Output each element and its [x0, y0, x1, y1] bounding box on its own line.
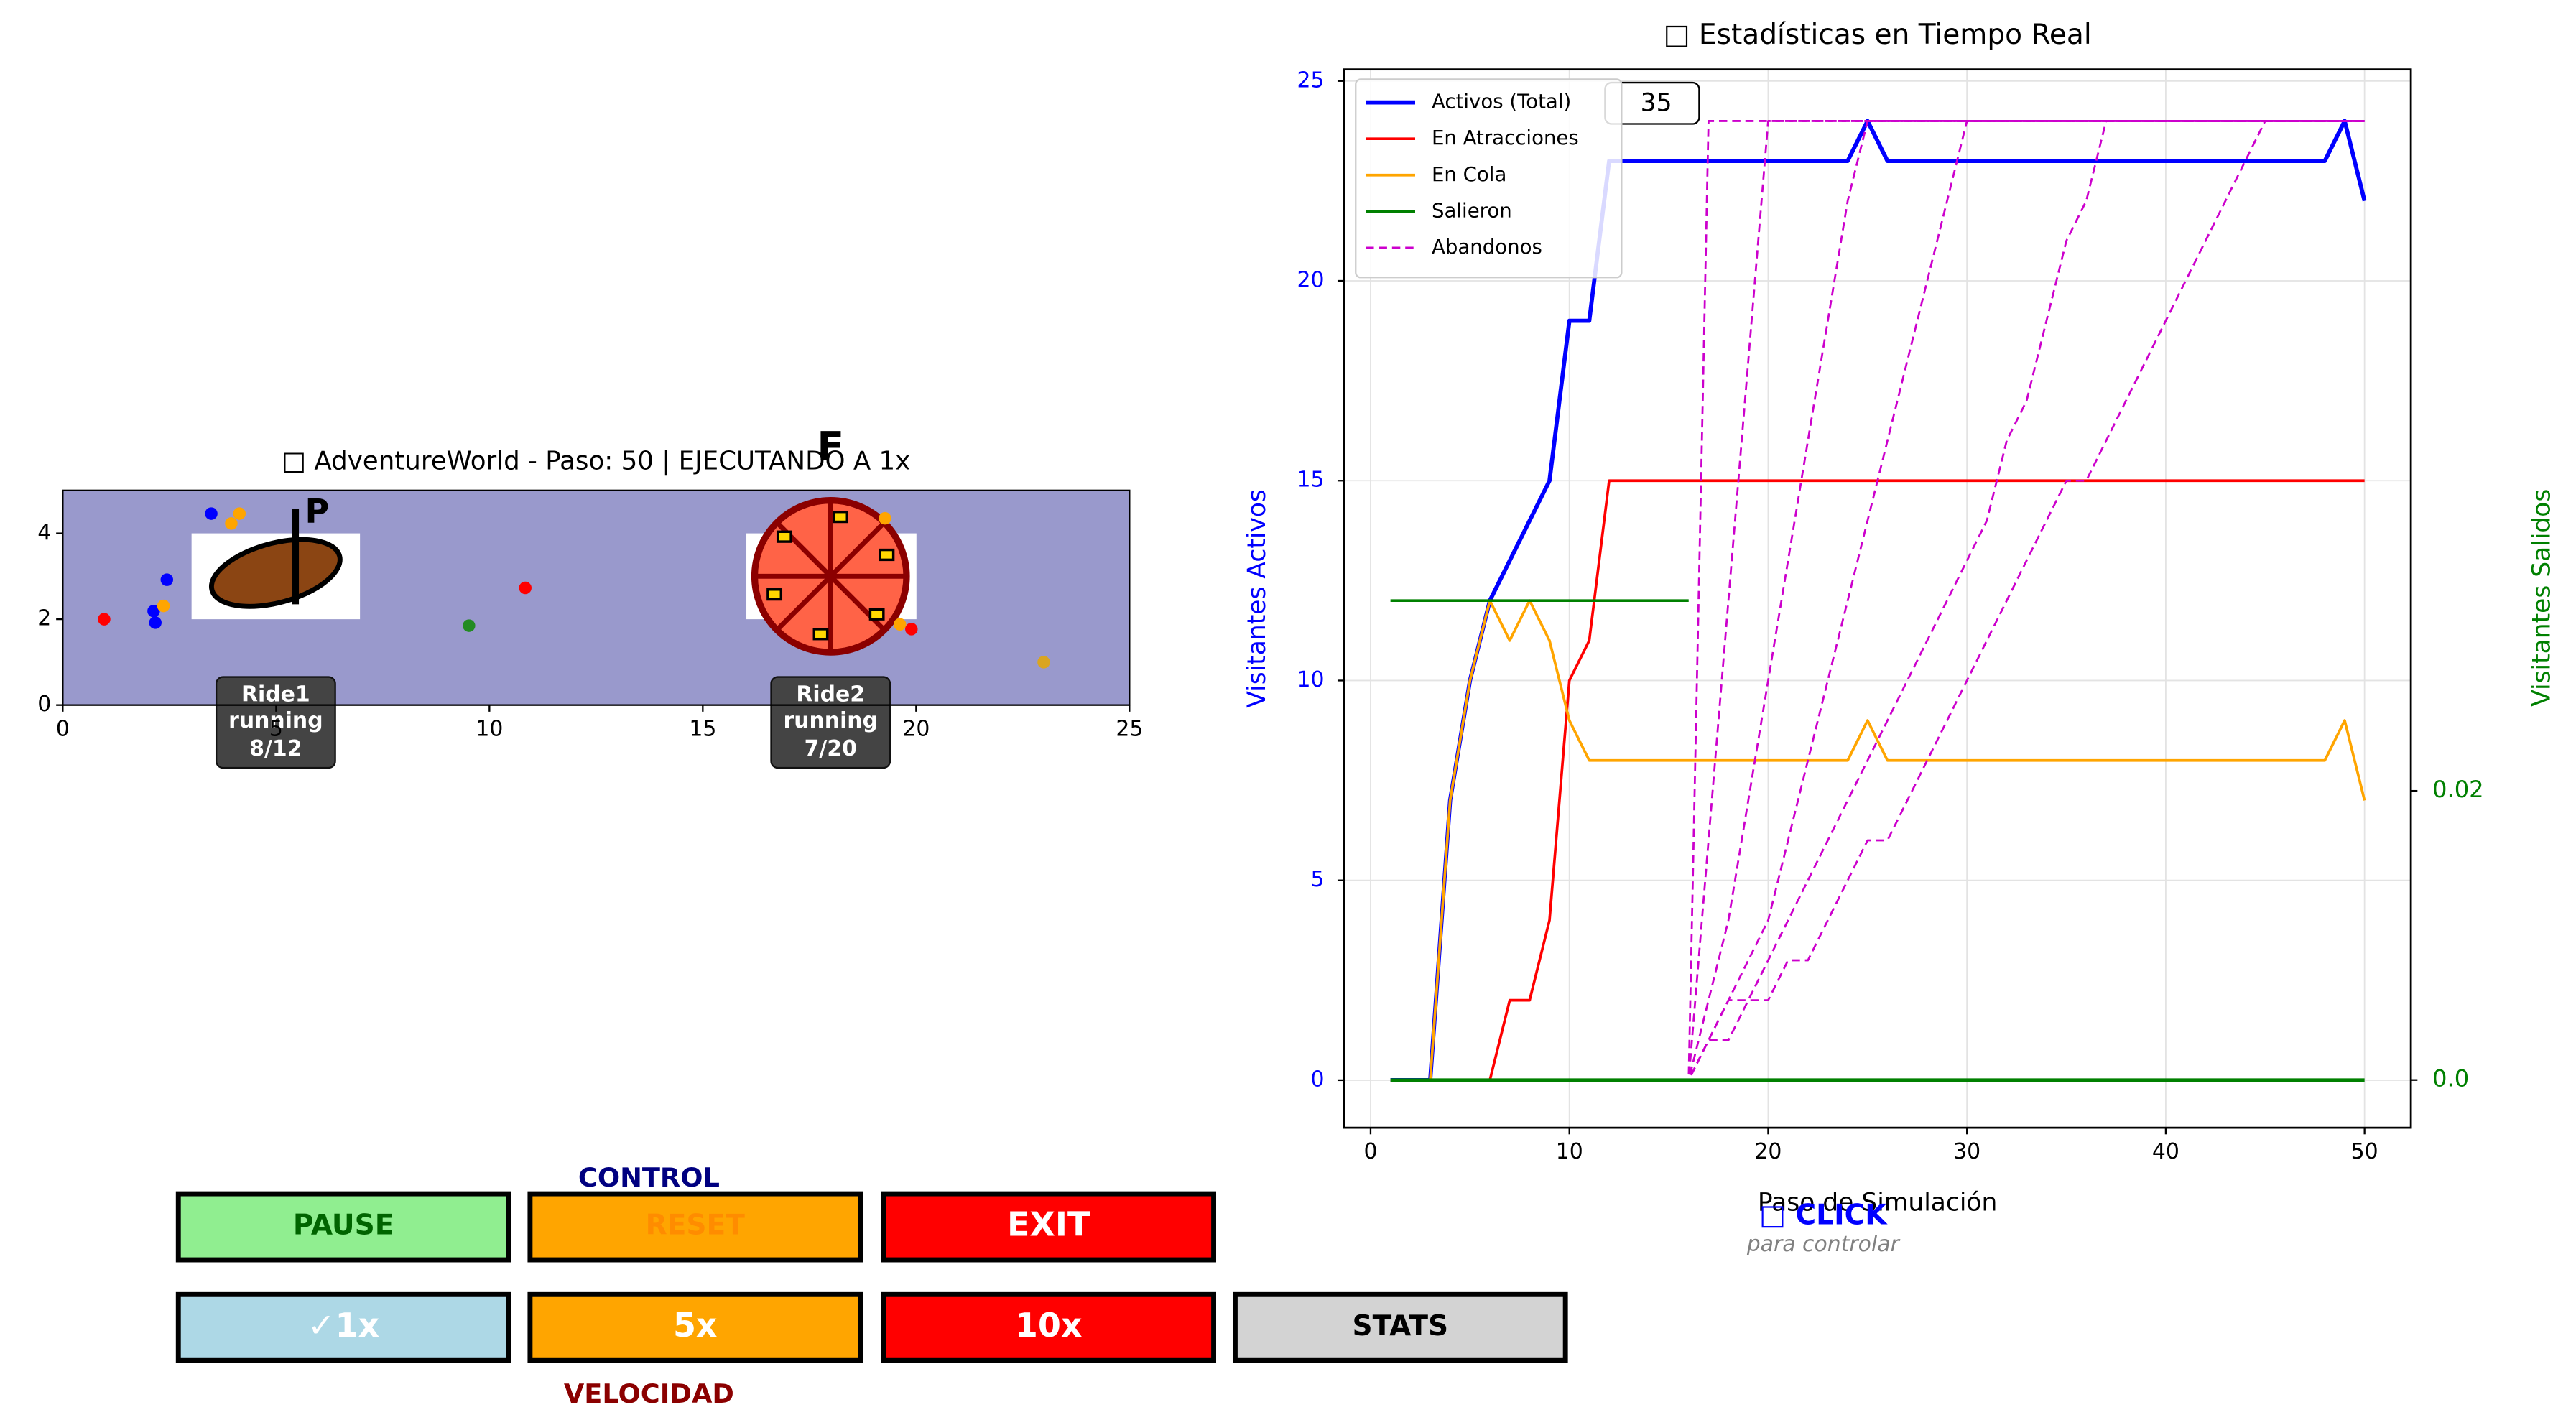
x-tick-label: 0 [1363, 1139, 1377, 1164]
button-label[interactable]: 10x [1015, 1306, 1083, 1345]
ride-status: running [228, 708, 323, 733]
ride-marker: P [305, 492, 330, 531]
visitor [894, 618, 907, 631]
visitor [147, 605, 160, 618]
visitor [205, 507, 218, 520]
button-10x[interactable] [881, 1291, 1217, 1363]
visitor [149, 616, 162, 629]
x-axis-label: Paso de Simulación [1758, 1188, 1997, 1217]
annotation: 35 [1641, 88, 1672, 117]
visitor [225, 517, 238, 530]
button[interactable]: 5x [527, 1291, 863, 1363]
visitor [905, 623, 918, 636]
x-tick-label: 50 [2351, 1139, 2378, 1164]
x-tick-label: 15 [689, 717, 716, 742]
button-label[interactable]: PAUSE [293, 1210, 394, 1242]
button-pause[interactable] [175, 1191, 511, 1263]
x-tick-label: 40 [2152, 1139, 2179, 1164]
map-title: □ AdventureWorld - Paso: 50 | EJECUTANDO… [282, 447, 910, 476]
ride-name: Ride1 [241, 682, 310, 707]
y-tick-label: 15 [1297, 468, 1325, 493]
button[interactable]: PAUSE [175, 1191, 511, 1263]
visitor [879, 511, 891, 525]
stats-title: □ Estadísticas en Tiempo Real [1664, 19, 2092, 51]
y-tick-label: 0 [1311, 1067, 1325, 1092]
button-label[interactable]: RESET [646, 1210, 746, 1242]
button[interactable]: RESET [527, 1191, 863, 1263]
button[interactable]: 10x [881, 1291, 1217, 1363]
x-tick-label: 25 [1116, 717, 1143, 742]
visitor [157, 599, 170, 613]
ride-load: 8/12 [249, 736, 302, 761]
legend-label: Abandonos [1432, 235, 1542, 259]
ride-marker: F [817, 424, 844, 470]
button[interactable]: EXIT [881, 1191, 1217, 1263]
y-tick-label: 2 [37, 606, 51, 631]
ride-label-box [770, 676, 891, 769]
x-tick-label: 0 [56, 717, 70, 742]
x-tick-label: 10 [476, 717, 503, 742]
x-tick-label: 10 [1556, 1139, 1583, 1164]
x-tick-label: 30 [1953, 1139, 1980, 1164]
visitor [1037, 656, 1050, 669]
x-tick-label: 20 [902, 717, 930, 742]
legend: Activos (Total) En Atracciones En Cola Sali… [1355, 78, 1623, 279]
rides: P F Ride1 running 8/12 Ride2 running 7/2… [191, 424, 917, 769]
controls-title: CONTROL [578, 1162, 720, 1193]
series-line [1390, 119, 2367, 1082]
legend-box [1355, 78, 1623, 279]
button-5x[interactable] [527, 1291, 863, 1363]
button-label[interactable]: ✓1x [307, 1306, 379, 1345]
button-reset[interactable] [527, 1191, 863, 1263]
y-tick-label: 20 [1297, 268, 1325, 293]
legend-label: En Atracciones [1432, 126, 1579, 149]
x-tick-label: 20 [1754, 1139, 1782, 1164]
map-frame [62, 489, 1131, 706]
y-tick-label: 5 [1311, 867, 1325, 892]
y-tick-label: 4 [37, 520, 51, 545]
ride-boat [208, 537, 343, 609]
button-1x[interactable] [175, 1291, 511, 1363]
button-label[interactable]: STATS [1352, 1310, 1448, 1342]
legend-label: En Cola [1432, 162, 1506, 186]
hint-subtitle: para controlar [1746, 1232, 1901, 1257]
legend-label: Activos (Total) [1432, 90, 1571, 113]
wheel-spokes [754, 500, 907, 653]
legend-label: Salieron [1432, 198, 1512, 222]
wheel-cabins [766, 510, 895, 641]
y2-tick-label: 0.0 [2432, 1065, 2469, 1092]
button-label[interactable]: EXIT [1007, 1205, 1090, 1244]
hint-title: □ CLICK [1759, 1199, 1888, 1232]
visitor [519, 581, 532, 595]
plot-frame [1343, 68, 2412, 1129]
y2-axis-label: Visitantes Salidos [2528, 489, 2557, 707]
speed-title: VELOCIDAD [564, 1378, 734, 1409]
series-line [1390, 599, 2366, 1082]
ride-name: Ride2 [796, 682, 865, 707]
button-exit[interactable] [881, 1191, 1217, 1263]
ride-label-box [215, 676, 336, 769]
visitor [98, 613, 111, 626]
y-axis-label: Visitantes Activos [1243, 489, 1271, 708]
button[interactable]: STATS [1232, 1291, 1568, 1363]
button[interactable]: ✓1x [175, 1291, 511, 1363]
visitor [233, 507, 246, 520]
visitor [160, 573, 174, 586]
x-tick-label: 5 [269, 717, 283, 742]
map-marks: 0 5 10 15 20 25 0 2 4 [37, 489, 1143, 742]
ride-load: 7/20 [805, 736, 857, 761]
y-tick-label: 25 [1297, 68, 1325, 93]
button-stats[interactable] [1232, 1291, 1568, 1363]
visitor [463, 619, 476, 632]
y-tick-label: 0 [37, 692, 51, 717]
button-label[interactable]: 5x [673, 1306, 718, 1345]
ride-status: running [784, 708, 878, 733]
y-tick-label: 10 [1297, 667, 1325, 692]
y2-tick-label: 0.02 [2432, 776, 2484, 803]
